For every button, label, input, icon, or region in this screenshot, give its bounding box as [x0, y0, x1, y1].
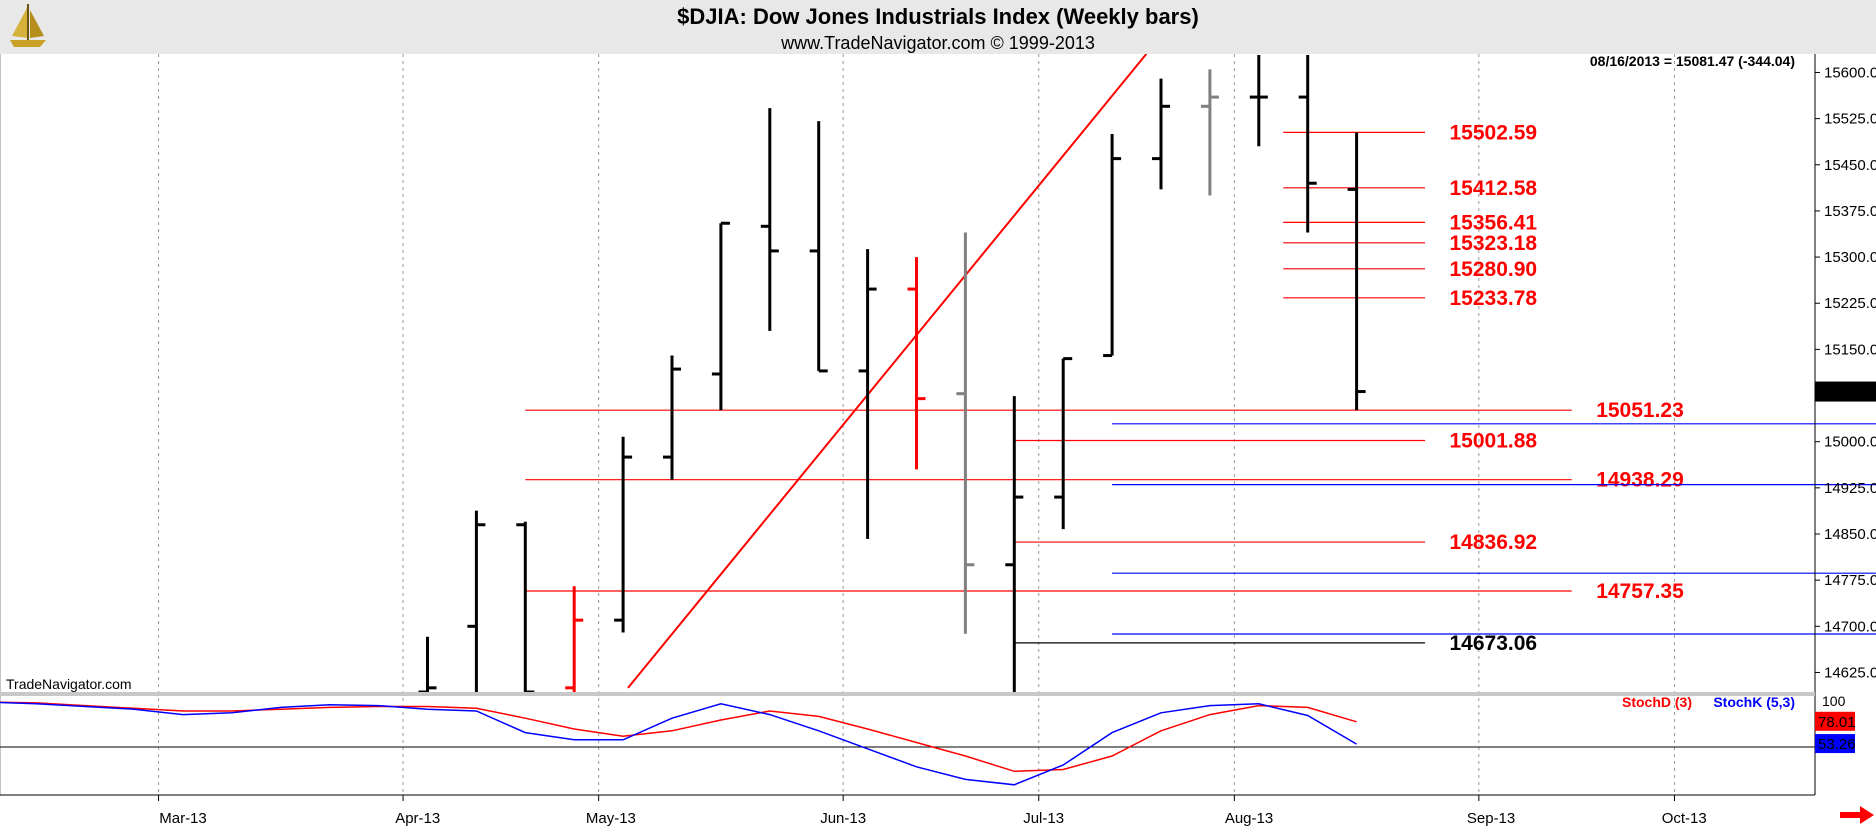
- ohlc-bar-6: [711, 221, 730, 411]
- level-label-9: 14836.92: [1450, 531, 1538, 554]
- x-tick-label-3: Jun-13: [820, 810, 866, 827]
- y-tick-label-0: 15600.00: [1824, 64, 1876, 81]
- ohlc-bar-8: [809, 121, 828, 373]
- level-label-6: 15051.23: [1596, 399, 1684, 422]
- level-label-4: 15280.90: [1450, 258, 1538, 281]
- ohlc-bar-14: [1103, 134, 1122, 358]
- stochd-legend: StochD (3): [1622, 694, 1692, 710]
- price-axis: 15600.00 15525.00 15450.00 15375.00 15300.00…: [1815, 64, 1876, 681]
- level-label-2: 15356.41: [1450, 211, 1538, 234]
- ohlc-bar-9: [858, 249, 877, 539]
- level-label-5: 15233.78: [1450, 287, 1538, 310]
- y-tick-label-4: 15300.00: [1824, 249, 1876, 266]
- stochk-last-label: 53.26: [1818, 736, 1856, 753]
- level-label-1: 15412.58: [1450, 177, 1538, 200]
- stochd-last-box: [1815, 711, 1855, 731]
- y-tick-label-6: 15150.00: [1824, 341, 1876, 358]
- ohlc-bar-18: [1298, 55, 1317, 233]
- y-tick-label-8: 14925.00: [1824, 480, 1876, 497]
- last-price-box: [1815, 381, 1876, 402]
- x-tick-label-4: Jul-13: [1023, 810, 1064, 827]
- vertical-gridlines: [158, 54, 1675, 795]
- level-label-0: 15502.59: [1450, 121, 1538, 144]
- ohlc-bar-0: [418, 636, 437, 692]
- sailboat-logo-icon: [10, 4, 46, 47]
- ohlc-bar-2: [516, 521, 535, 692]
- y-tick-label-9: 14850.00: [1824, 526, 1876, 543]
- ohlc-bar-15: [1152, 78, 1170, 190]
- chart-subtitle: www.TradeNavigator.com © 1999-2013: [780, 33, 1095, 53]
- stoch-tick-100: 100: [1822, 693, 1846, 709]
- stochastic-panel: 78.01 53.26: [0, 701, 1856, 786]
- level-label-11: 14673.06: [1450, 632, 1538, 655]
- ohlc-bar-17: [1249, 55, 1268, 147]
- y-tick-label-3: 15375.00: [1824, 203, 1876, 220]
- y-tick-label-2: 15450.00: [1824, 157, 1876, 174]
- x-tick-label-7: Oct-13: [1662, 810, 1707, 827]
- last-value-text: 08/16/2013 = 15081.47 (-344.04): [1590, 53, 1795, 69]
- ohlc-bar-1: [467, 510, 486, 692]
- stochk-last-box: [1815, 734, 1855, 754]
- x-tick-label-6: Sep-13: [1467, 810, 1515, 827]
- time-axis: Mar-13 Apr-13 May-13 Jun-13 Jul-13 Aug-13 Sep-…: [158, 795, 1707, 827]
- y-tick-label-5: 15225.00: [1824, 295, 1876, 312]
- ohlc-bar-11: [956, 232, 975, 634]
- ohlc-bar-10: [907, 257, 926, 470]
- last-price-label: 15081.47: [1818, 385, 1876, 402]
- stochk-line: [0, 701, 1357, 786]
- stochd-line: [0, 701, 1357, 773]
- y-tick-label-7: 15000.00: [1824, 434, 1876, 451]
- watermark-text: TradeNavigator.com: [6, 676, 132, 692]
- x-tick-label-0: Mar-13: [159, 810, 207, 827]
- chart-title: $DJIA: Dow Jones Industrials Index (Week…: [677, 4, 1199, 29]
- level-label-7: 15001.88: [1450, 430, 1538, 453]
- ohlc-bar-12: [1005, 396, 1024, 692]
- x-tick-label-2: May-13: [586, 810, 636, 827]
- ohlc-bar-3: [565, 586, 584, 692]
- stochd-last-label: 78.01: [1818, 714, 1856, 731]
- y-tick-label-11: 14700.00: [1824, 618, 1876, 635]
- y-tick-label-10: 14775.00: [1824, 572, 1876, 589]
- y-tick-label-12: 14625.00: [1824, 664, 1876, 681]
- level-label-10: 14757.35: [1596, 580, 1684, 603]
- level-label-8: 14938.29: [1596, 469, 1684, 492]
- header-band: [0, 0, 1876, 54]
- ohlc-bar-7: [760, 108, 779, 331]
- y-tick-label-1: 15525.00: [1824, 111, 1876, 128]
- x-tick-label-1: Apr-13: [395, 810, 440, 827]
- stochk-legend: StochK (5,3): [1713, 694, 1795, 710]
- x-tick-label-5: Aug-13: [1225, 810, 1273, 827]
- ohlc-bar-19: [1347, 132, 1366, 411]
- ohlc-bar-16: [1200, 69, 1219, 196]
- scroll-right-arrow-icon[interactable]: [1840, 806, 1874, 824]
- ohlc-bar-5: [663, 355, 681, 480]
- ohlc-bars-layer: [418, 55, 1366, 692]
- trendline: [627, 54, 1148, 689]
- level-label-3: 15323.18: [1450, 232, 1538, 255]
- ohlc-bar-13: [1054, 357, 1073, 530]
- trendline-layer: [627, 54, 1148, 689]
- ohlc-bar-4: [614, 436, 633, 633]
